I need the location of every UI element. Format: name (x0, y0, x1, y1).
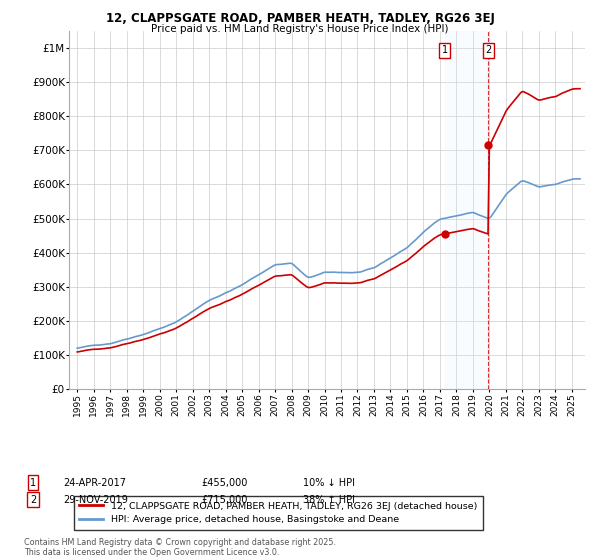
Text: 2: 2 (30, 494, 36, 505)
Text: 10% ↓ HPI: 10% ↓ HPI (303, 478, 355, 488)
Text: 2: 2 (485, 45, 491, 55)
Text: Price paid vs. HM Land Registry's House Price Index (HPI): Price paid vs. HM Land Registry's House … (151, 24, 449, 34)
Text: 12, CLAPPSGATE ROAD, PAMBER HEATH, TADLEY, RG26 3EJ: 12, CLAPPSGATE ROAD, PAMBER HEATH, TADLE… (106, 12, 494, 25)
Bar (445, 31, 488, 389)
Text: Contains HM Land Registry data © Crown copyright and database right 2025.
This d: Contains HM Land Registry data © Crown c… (24, 538, 336, 557)
Legend: 12, CLAPPSGATE ROAD, PAMBER HEATH, TADLEY, RG26 3EJ (detached house), HPI: Avera: 12, CLAPPSGATE ROAD, PAMBER HEATH, TADLE… (74, 496, 482, 530)
Text: 38% ↑ HPI: 38% ↑ HPI (303, 494, 355, 505)
Text: 1: 1 (442, 45, 448, 55)
Text: 1: 1 (30, 478, 36, 488)
Text: 24-APR-2017: 24-APR-2017 (63, 478, 126, 488)
Text: £715,000: £715,000 (201, 494, 247, 505)
Text: £455,000: £455,000 (201, 478, 247, 488)
Text: 29-NOV-2019: 29-NOV-2019 (63, 494, 128, 505)
